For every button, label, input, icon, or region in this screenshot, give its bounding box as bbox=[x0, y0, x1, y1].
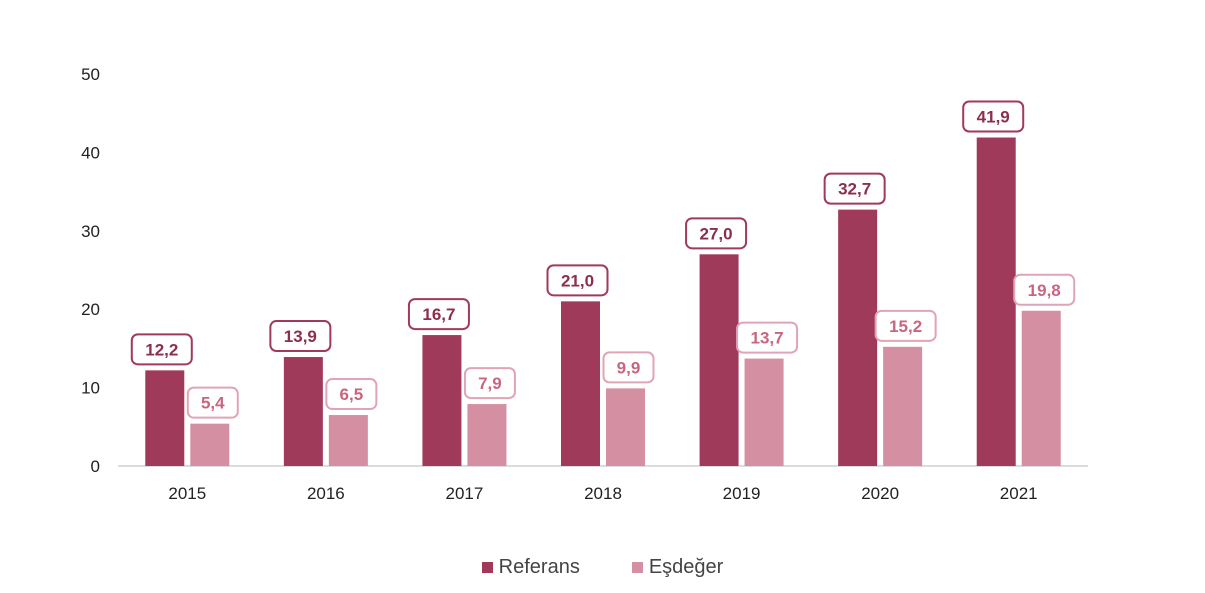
data-label: 15,2 bbox=[889, 317, 922, 336]
data-label: 7,9 bbox=[478, 374, 502, 393]
bar-referans bbox=[838, 209, 878, 466]
bar-esdeger bbox=[883, 346, 923, 466]
bar-esdeger bbox=[1021, 310, 1061, 466]
data-label: 5,4 bbox=[201, 394, 225, 413]
legend: Referans Eşdeğer bbox=[0, 556, 1205, 579]
data-label-box bbox=[269, 320, 332, 353]
x-tick-label: 2016 bbox=[307, 484, 345, 503]
data-label: 12,2 bbox=[145, 340, 178, 359]
bar-esdeger bbox=[190, 423, 230, 466]
legend-item-esdeger: Eşdeğer bbox=[631, 556, 724, 579]
bar-esdeger bbox=[744, 358, 784, 466]
data-label-box bbox=[685, 217, 748, 250]
data-label-box bbox=[407, 298, 470, 331]
bar-esdeger bbox=[467, 404, 507, 466]
bar-referans bbox=[561, 301, 600, 466]
data-label-box bbox=[463, 367, 516, 400]
y-tick-label: 20 bbox=[81, 300, 100, 319]
data-label: 32,7 bbox=[838, 180, 871, 199]
data-label: 13,7 bbox=[751, 329, 784, 348]
data-label-box bbox=[736, 321, 799, 354]
x-tick-label: 2020 bbox=[861, 484, 899, 503]
bar-referans bbox=[145, 370, 185, 466]
x-tick-label: 2019 bbox=[723, 484, 761, 503]
y-tick-label: 30 bbox=[81, 222, 100, 241]
data-label-box bbox=[962, 100, 1025, 133]
data-label: 41,9 bbox=[977, 108, 1010, 127]
x-tick-label: 2017 bbox=[446, 484, 484, 503]
data-label: 27,0 bbox=[700, 224, 733, 243]
bar-esdeger bbox=[328, 415, 368, 466]
bar-referans bbox=[422, 335, 462, 466]
data-label-box bbox=[1013, 273, 1076, 306]
bar-referans bbox=[699, 254, 739, 466]
legend-item-referans: Referans bbox=[481, 556, 580, 579]
data-label: 9,9 bbox=[617, 358, 641, 377]
data-label-box bbox=[325, 378, 378, 411]
bar-esdeger bbox=[606, 388, 645, 466]
x-tick-label: 2021 bbox=[1000, 484, 1038, 503]
data-label-box bbox=[602, 351, 655, 384]
x-tick-label: 2018 bbox=[584, 484, 622, 503]
bar-referans bbox=[976, 137, 1016, 466]
data-label: 19,8 bbox=[1028, 281, 1061, 300]
data-label-box bbox=[186, 386, 239, 419]
bar-referans bbox=[283, 357, 323, 466]
y-tick-label: 50 bbox=[81, 65, 100, 84]
data-label-box bbox=[823, 172, 886, 205]
data-label: 21,0 bbox=[561, 271, 594, 290]
legend-swatch-referans bbox=[481, 562, 493, 573]
x-tick-label: 2015 bbox=[168, 484, 206, 503]
data-label: 13,9 bbox=[284, 327, 317, 346]
data-label-box bbox=[130, 333, 193, 366]
data-label-box bbox=[546, 264, 609, 297]
y-tick-label: 0 bbox=[91, 457, 100, 476]
data-label: 6,5 bbox=[340, 385, 364, 404]
data-label-box bbox=[874, 309, 937, 342]
legend-label-esdeger: Eşdeğer bbox=[648, 556, 724, 578]
y-tick-label: 40 bbox=[81, 143, 100, 162]
data-label: 16,7 bbox=[422, 305, 455, 324]
legend-swatch-esdeger bbox=[631, 562, 643, 573]
y-tick-label: 10 bbox=[81, 379, 100, 398]
legend-label-referans: Referans bbox=[498, 556, 580, 578]
